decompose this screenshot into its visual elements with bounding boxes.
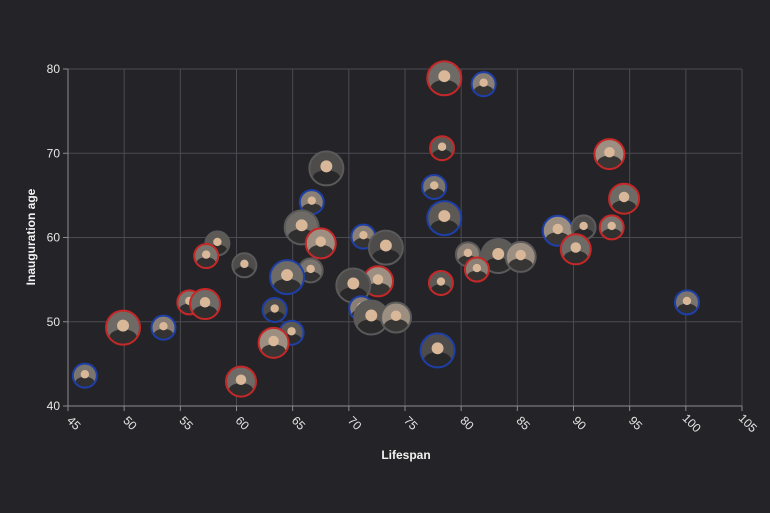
data-point-portrait <box>353 299 390 336</box>
data-point-portrait <box>429 135 456 162</box>
x-tick-label: 105 <box>736 411 760 435</box>
data-point-portrait <box>269 259 306 296</box>
y-tick-label: 60 <box>47 231 61 245</box>
data-point-portrait <box>504 240 537 273</box>
data-point-portrait <box>193 243 220 270</box>
data-point-portrait <box>470 71 497 98</box>
grid <box>67 68 743 407</box>
x-tick-label: 95 <box>626 413 646 433</box>
y-tick-label: 40 <box>47 399 61 413</box>
data-point-portrait <box>426 200 463 237</box>
y-tick-label: 50 <box>47 315 61 329</box>
data-point-portrait <box>71 362 98 389</box>
data-point-portrait <box>308 150 345 187</box>
y-tick-label: 70 <box>47 146 61 160</box>
data-point-portrait <box>421 173 448 200</box>
y-tick-label: 80 <box>47 62 61 76</box>
data-point-portrait <box>367 229 404 266</box>
data-point-portrait <box>419 332 456 369</box>
data-point-portrait <box>304 227 337 260</box>
x-tick-label: 70 <box>345 413 365 433</box>
data-point-portrait <box>426 60 463 97</box>
data-point-portrait <box>231 252 258 279</box>
x-tick-label: 65 <box>289 413 309 433</box>
data-point-portrait <box>598 214 625 241</box>
data-point-portrait <box>559 233 592 266</box>
x-tick-label: 50 <box>120 413 140 433</box>
y-axis-label: Inauguration age <box>24 188 38 285</box>
x-tick-label: 80 <box>457 413 477 433</box>
data-point-portrait <box>189 288 222 321</box>
data-point-portrait <box>105 309 142 346</box>
data-point-portrait <box>224 365 257 398</box>
data-point-portrait <box>261 296 288 323</box>
x-tick-label: 60 <box>233 413 253 433</box>
x-tick-label: 100 <box>680 411 704 435</box>
axes <box>63 68 743 411</box>
x-axis-label: Lifespan <box>381 448 430 462</box>
data-point-portrait <box>463 256 490 283</box>
x-tick-label: 85 <box>513 413 533 433</box>
data-point-portrait <box>427 269 454 296</box>
data-point-portrait <box>257 326 290 359</box>
data-point-portrait <box>150 314 177 341</box>
data-point-portrait <box>673 289 700 316</box>
x-tick-label: 90 <box>570 413 590 433</box>
x-tick-label: 75 <box>401 413 421 433</box>
x-tick-label: 55 <box>176 413 196 433</box>
data-point-portrait <box>335 267 372 304</box>
x-tick-label: 45 <box>64 413 84 433</box>
data-point-portrait <box>380 301 413 334</box>
data-points <box>71 60 700 398</box>
data-point-portrait <box>593 138 626 171</box>
data-point-portrait <box>608 182 641 215</box>
